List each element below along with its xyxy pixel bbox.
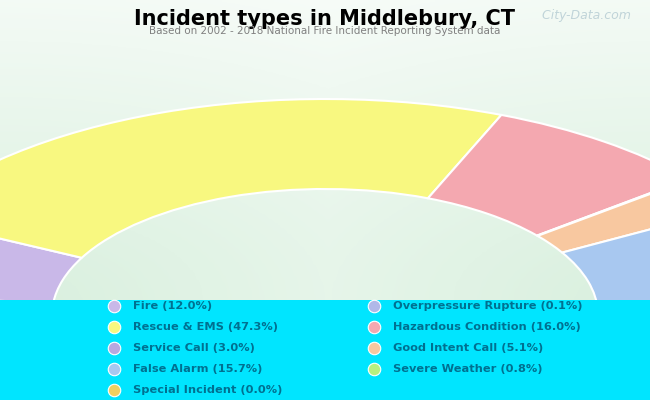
Wedge shape bbox=[428, 115, 650, 236]
Wedge shape bbox=[0, 99, 501, 258]
Text: Severe Weather (0.8%): Severe Weather (0.8%) bbox=[393, 364, 543, 374]
Wedge shape bbox=[538, 180, 650, 252]
Wedge shape bbox=[562, 208, 650, 312]
Wedge shape bbox=[0, 217, 82, 303]
Text: Hazardous Condition (16.0%): Hazardous Condition (16.0%) bbox=[393, 322, 581, 332]
Text: Good Intent Call (5.1%): Good Intent Call (5.1%) bbox=[393, 343, 543, 353]
Text: Fire (12.0%): Fire (12.0%) bbox=[133, 301, 213, 311]
Wedge shape bbox=[0, 295, 53, 315]
Text: Incident types in Middlebury, CT: Incident types in Middlebury, CT bbox=[135, 9, 515, 29]
Wedge shape bbox=[598, 310, 650, 315]
Wedge shape bbox=[537, 179, 650, 236]
Text: Special Incident (0.0%): Special Incident (0.0%) bbox=[133, 385, 283, 395]
Text: Overpressure Rupture (0.1%): Overpressure Rupture (0.1%) bbox=[393, 301, 583, 311]
Text: City-Data.com: City-Data.com bbox=[534, 9, 630, 22]
Text: False Alarm (15.7%): False Alarm (15.7%) bbox=[133, 364, 263, 374]
Text: Service Call (3.0%): Service Call (3.0%) bbox=[133, 343, 255, 353]
Text: Based on 2002 - 2018 National Fire Incident Reporting System data: Based on 2002 - 2018 National Fire Incid… bbox=[150, 26, 500, 36]
Text: Rescue & EMS (47.3%): Rescue & EMS (47.3%) bbox=[133, 322, 278, 332]
